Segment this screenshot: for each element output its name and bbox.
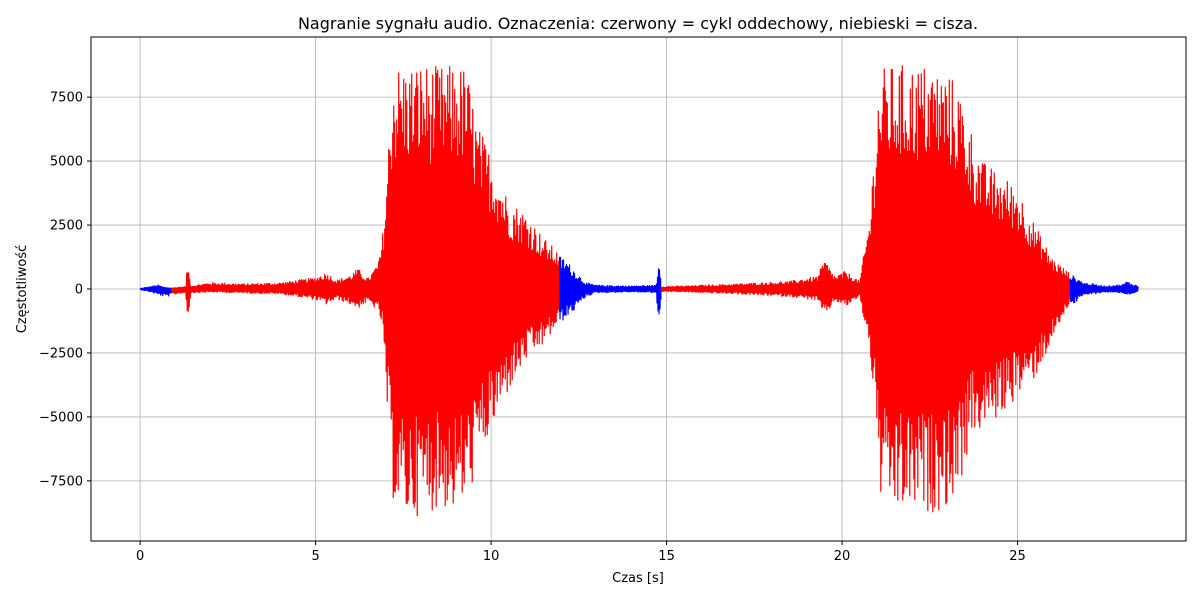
y-tick-label: 0 [75, 283, 83, 298]
y-tick-label: −5000 [39, 410, 83, 425]
plot-area [139, 65, 1139, 517]
y-axis-title: Częstotliwość [15, 245, 30, 334]
x-tick-label: 10 [483, 549, 500, 564]
silence-series [139, 284, 173, 297]
x-tick-label: 20 [834, 549, 851, 564]
y-tick-label: 5000 [50, 155, 83, 170]
breath-cycle-series [660, 65, 1071, 513]
x-tick-label: 15 [658, 549, 675, 564]
x-axis-title: Czas [s] [612, 571, 664, 586]
chart-title: Nagranie sygnału audio. Oznaczenia: czer… [298, 14, 978, 33]
x-tick-label: 5 [311, 549, 319, 564]
y-tick-label: −2500 [39, 346, 83, 361]
breath-cycle-series [171, 66, 560, 517]
axis-ticks: 0 5 10 15 20 25 −7500 −5000 −2500 0 2500 5000 7500 [39, 91, 1026, 564]
y-tick-label: 7500 [50, 91, 83, 106]
y-tick-label: −7500 [39, 474, 83, 489]
silence-series [558, 256, 662, 321]
x-tick-label: 0 [136, 549, 144, 564]
y-tick-label: 2500 [50, 219, 83, 234]
silence-series [1069, 275, 1139, 304]
x-tick-label: 25 [1009, 549, 1026, 564]
